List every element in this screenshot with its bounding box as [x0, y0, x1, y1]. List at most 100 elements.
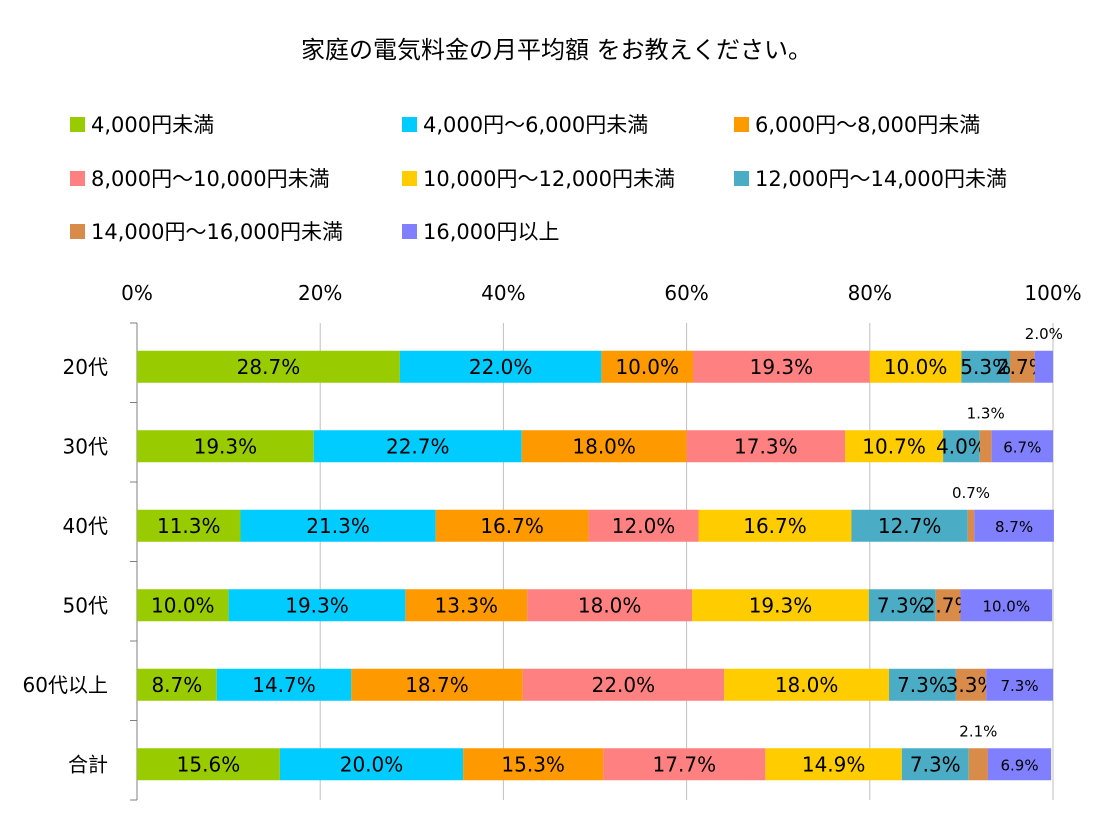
bar-segment	[698, 509, 852, 542]
legend-swatch-series-0	[70, 116, 85, 132]
bar-segment	[868, 589, 936, 622]
legend-item-series-1: 4,000円～6,000円未満	[402, 110, 648, 138]
data-label: 18.0%	[578, 593, 642, 617]
legend-item-series-0: 4,000円未満	[70, 110, 214, 138]
bar-segment	[724, 668, 890, 701]
bar-segment	[935, 589, 961, 622]
bar-segment	[968, 748, 988, 781]
data-label: 6.7%	[1003, 438, 1041, 456]
bar-segment	[765, 748, 902, 781]
bar-segment	[979, 430, 992, 463]
bar-segment	[137, 430, 314, 463]
bar-segment	[974, 509, 1054, 542]
data-label: 12.0%	[612, 514, 676, 538]
legend-item-series-3: 8,000円～10,000円未満	[70, 164, 330, 192]
data-label: 10.0%	[151, 593, 215, 617]
legend-swatch-series-7	[402, 223, 417, 239]
legend-label-series-4: 10,000円～12,000円未満	[423, 167, 675, 191]
bar-segment	[399, 350, 602, 383]
data-label: 5.3%	[960, 355, 1011, 379]
bar-segment	[991, 430, 1053, 463]
data-label: 18.0%	[572, 434, 636, 458]
legend-swatch-series-4	[402, 170, 417, 186]
legend-label-series-2: 6,000円～8,000円未満	[755, 113, 981, 137]
bar-segment	[137, 509, 241, 542]
bar-segment	[1009, 350, 1035, 383]
legend-swatch-series-6	[70, 223, 85, 239]
bar-segment	[240, 509, 436, 542]
bar-segment	[405, 589, 528, 622]
bar-segment	[279, 748, 464, 781]
data-label: 4.0%	[936, 434, 987, 458]
data-label: 1.3%	[967, 404, 1005, 422]
data-label: 7.3%	[910, 752, 961, 776]
bar-segment	[967, 509, 975, 542]
data-label: 19.3%	[749, 593, 813, 617]
bar-segment	[851, 509, 968, 542]
legend-swatch-series-3	[70, 170, 85, 186]
data-label: 22.7%	[386, 434, 450, 458]
x-tick-label: 60%	[664, 281, 708, 305]
y-category-label: 30代	[63, 434, 108, 458]
data-label: 8.7%	[151, 673, 202, 697]
data-label: 12.7%	[878, 514, 942, 538]
legend-swatch-series-5	[734, 170, 749, 186]
data-label: 16.7%	[480, 514, 544, 538]
bar-segment	[692, 589, 869, 622]
data-label: 10.7%	[862, 434, 926, 458]
bar-segment	[522, 668, 725, 701]
bar-segment	[588, 509, 699, 542]
data-label: 19.3%	[750, 355, 814, 379]
data-label: 20.0%	[340, 752, 404, 776]
bar-segment	[961, 350, 1010, 383]
bar-segment	[1034, 350, 1053, 383]
legend-item-series-4: 10,000円～12,000円未満	[402, 164, 675, 192]
data-label: 7.3%	[897, 673, 948, 697]
bar-segment	[686, 430, 846, 463]
data-label: 13.3%	[435, 593, 499, 617]
legend-label-series-1: 4,000円～6,000円未満	[423, 113, 649, 137]
legend-swatch-series-2	[734, 116, 749, 132]
legend-label-series-3: 8,000円～10,000円未満	[91, 167, 330, 191]
data-label: 2.1%	[959, 722, 997, 740]
bar-segment	[603, 748, 766, 781]
data-label: 6.9%	[1001, 756, 1039, 774]
data-label: 0.7%	[952, 484, 990, 502]
legend-label-series-5: 12,000円～14,000円未満	[755, 167, 1007, 191]
bar-segment	[693, 350, 870, 383]
y-category-label: 60代以上	[23, 673, 108, 697]
legend-label-series-6: 14,000円～16,000円未満	[91, 220, 343, 244]
bar-segment	[901, 748, 969, 781]
y-category-label: 40代	[63, 514, 108, 538]
x-tick-label: 20%	[298, 281, 342, 305]
bar-segment	[228, 589, 406, 622]
chart-title: 家庭の電気料金の月平均額 をお教えください。	[301, 36, 812, 64]
data-label: 8.7%	[995, 518, 1033, 536]
bar-segment	[435, 509, 589, 542]
data-label: 22.0%	[469, 355, 533, 379]
bar-segment	[601, 350, 694, 383]
data-label: 17.7%	[653, 752, 717, 776]
bar-segment	[527, 589, 693, 622]
data-label: 7.3%	[877, 593, 928, 617]
x-tick-label: 80%	[848, 281, 892, 305]
bar-segment	[137, 668, 217, 701]
data-label: 15.6%	[177, 752, 241, 776]
bar-segment	[313, 430, 522, 463]
data-label: 19.3%	[194, 434, 258, 458]
x-tick-label: 100%	[1024, 281, 1081, 305]
x-tick-label: 0%	[121, 281, 153, 305]
y-category-label: 合計	[68, 752, 108, 776]
bar-segment	[521, 430, 687, 463]
data-label: 14.7%	[252, 673, 316, 697]
bar-segment	[137, 350, 400, 383]
data-label: 17.3%	[734, 434, 798, 458]
data-label: 18.0%	[775, 673, 839, 697]
bar-segment	[216, 668, 352, 701]
bar-segment	[845, 430, 944, 463]
legend-item-series-5: 12,000円～14,000円未満	[734, 164, 1007, 192]
legend-label-series-7: 16,000円以上	[423, 220, 560, 244]
data-label: 22.0%	[592, 673, 656, 697]
y-category-label: 20代	[63, 355, 108, 379]
